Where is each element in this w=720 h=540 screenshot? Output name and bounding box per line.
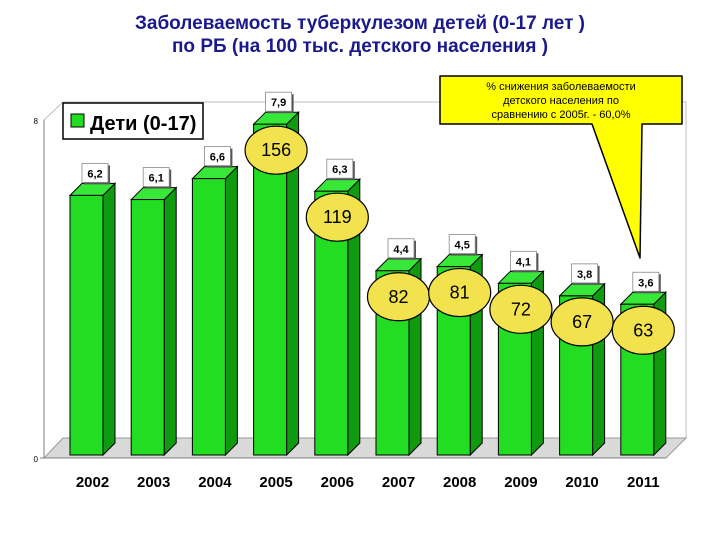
data-label-2009: 4,1	[509, 250, 539, 273]
chart-title-line1: Заболеваемость туберкулезом детей (0-17 …	[134, 13, 586, 34]
bubble-2007: 82	[366, 272, 431, 322]
x-tick-2007: 2007	[382, 474, 415, 491]
svg-text:119: 119	[323, 207, 352, 227]
svg-text:3,8: 3,8	[577, 269, 592, 281]
data-label-2006: 6,3	[326, 158, 355, 181]
data-label-2003: 6,1	[142, 167, 172, 189]
bar-2005: 7,9	[252, 91, 300, 457]
svg-text:7,9: 7,9	[271, 97, 286, 109]
svg-text:81: 81	[450, 283, 470, 303]
svg-text:4,1: 4,1	[516, 256, 531, 268]
bar-2003: 6,1	[129, 167, 178, 457]
bubble-2010: 67	[550, 297, 614, 347]
bubble-labels: 156 119 82 81 72 67 63	[244, 125, 675, 355]
svg-text:6,2: 6,2	[87, 168, 102, 180]
svg-text:6,1: 6,1	[149, 173, 164, 185]
x-tick-2008: 2008	[443, 474, 476, 491]
bubble-2011: 63	[611, 305, 675, 355]
x-tick-2011: 2011	[627, 474, 660, 491]
y-tick-label: 8	[34, 117, 39, 126]
svg-text:82: 82	[388, 287, 408, 307]
callout-box: % снижения заболеваемости детского насел…	[439, 75, 683, 259]
chart-title-line2: по РБ (на 100 тыс. детского населения )	[171, 36, 549, 57]
x-tick-labels: 2002 2003 2004 2005 2006 2007 2008 2009 2010 2011	[76, 474, 660, 491]
svg-text:3,6: 3,6	[638, 277, 653, 289]
bar-2008: 4,5	[435, 234, 484, 457]
svg-text:6,3: 6,3	[332, 164, 347, 176]
callout-line1: % снижения заболеваемости	[486, 81, 635, 93]
x-tick-2004: 2004	[198, 474, 232, 491]
bubble-2006: 119	[305, 192, 369, 242]
callout-line3: сравнению с 2005г. - 60,0%	[491, 109, 630, 121]
bar-2009: 4,1	[497, 250, 545, 457]
bubble-2008: 81	[428, 267, 492, 318]
svg-text:156: 156	[261, 140, 291, 160]
data-label-2002: 6,2	[81, 162, 110, 185]
x-tick-2005: 2005	[259, 474, 292, 491]
x-tick-2009: 2009	[504, 474, 537, 491]
bar-2007: 4,4	[374, 238, 423, 457]
data-label-2010: 3,8	[571, 263, 600, 285]
bar-2010: 3,8	[558, 263, 606, 457]
data-label-2008: 4,5	[448, 234, 478, 256]
data-label-2005: 7,9	[265, 91, 294, 114]
x-tick-2002: 2002	[76, 474, 109, 491]
data-label-2004: 6,6	[203, 146, 233, 168]
svg-text:72: 72	[511, 299, 531, 319]
bar-2002: 6,2	[68, 162, 117, 457]
data-label-2011: 3,6	[632, 271, 661, 294]
data-label-2007: 4,4	[387, 238, 416, 260]
y-tick-label: 0	[34, 455, 39, 464]
svg-text:67: 67	[572, 312, 592, 332]
bubble-2009: 72	[489, 284, 553, 334]
svg-text:4,5: 4,5	[455, 240, 470, 252]
legend: Дети (0-17)	[62, 102, 204, 140]
callout-line2: детского населения по	[503, 95, 619, 107]
legend-swatch	[70, 113, 85, 128]
legend-label: Дети (0-17)	[90, 113, 196, 135]
svg-text:63: 63	[633, 320, 653, 340]
x-tick-2003: 2003	[137, 474, 170, 491]
bar-2011: 3,6	[619, 271, 668, 457]
svg-text:4,4: 4,4	[393, 244, 409, 256]
x-tick-2006: 2006	[321, 474, 354, 491]
bubble-2005: 156	[244, 125, 308, 175]
svg-text:6,6: 6,6	[210, 152, 225, 164]
x-tick-2010: 2010	[565, 474, 598, 491]
bar-2004: 6,6	[191, 146, 239, 457]
